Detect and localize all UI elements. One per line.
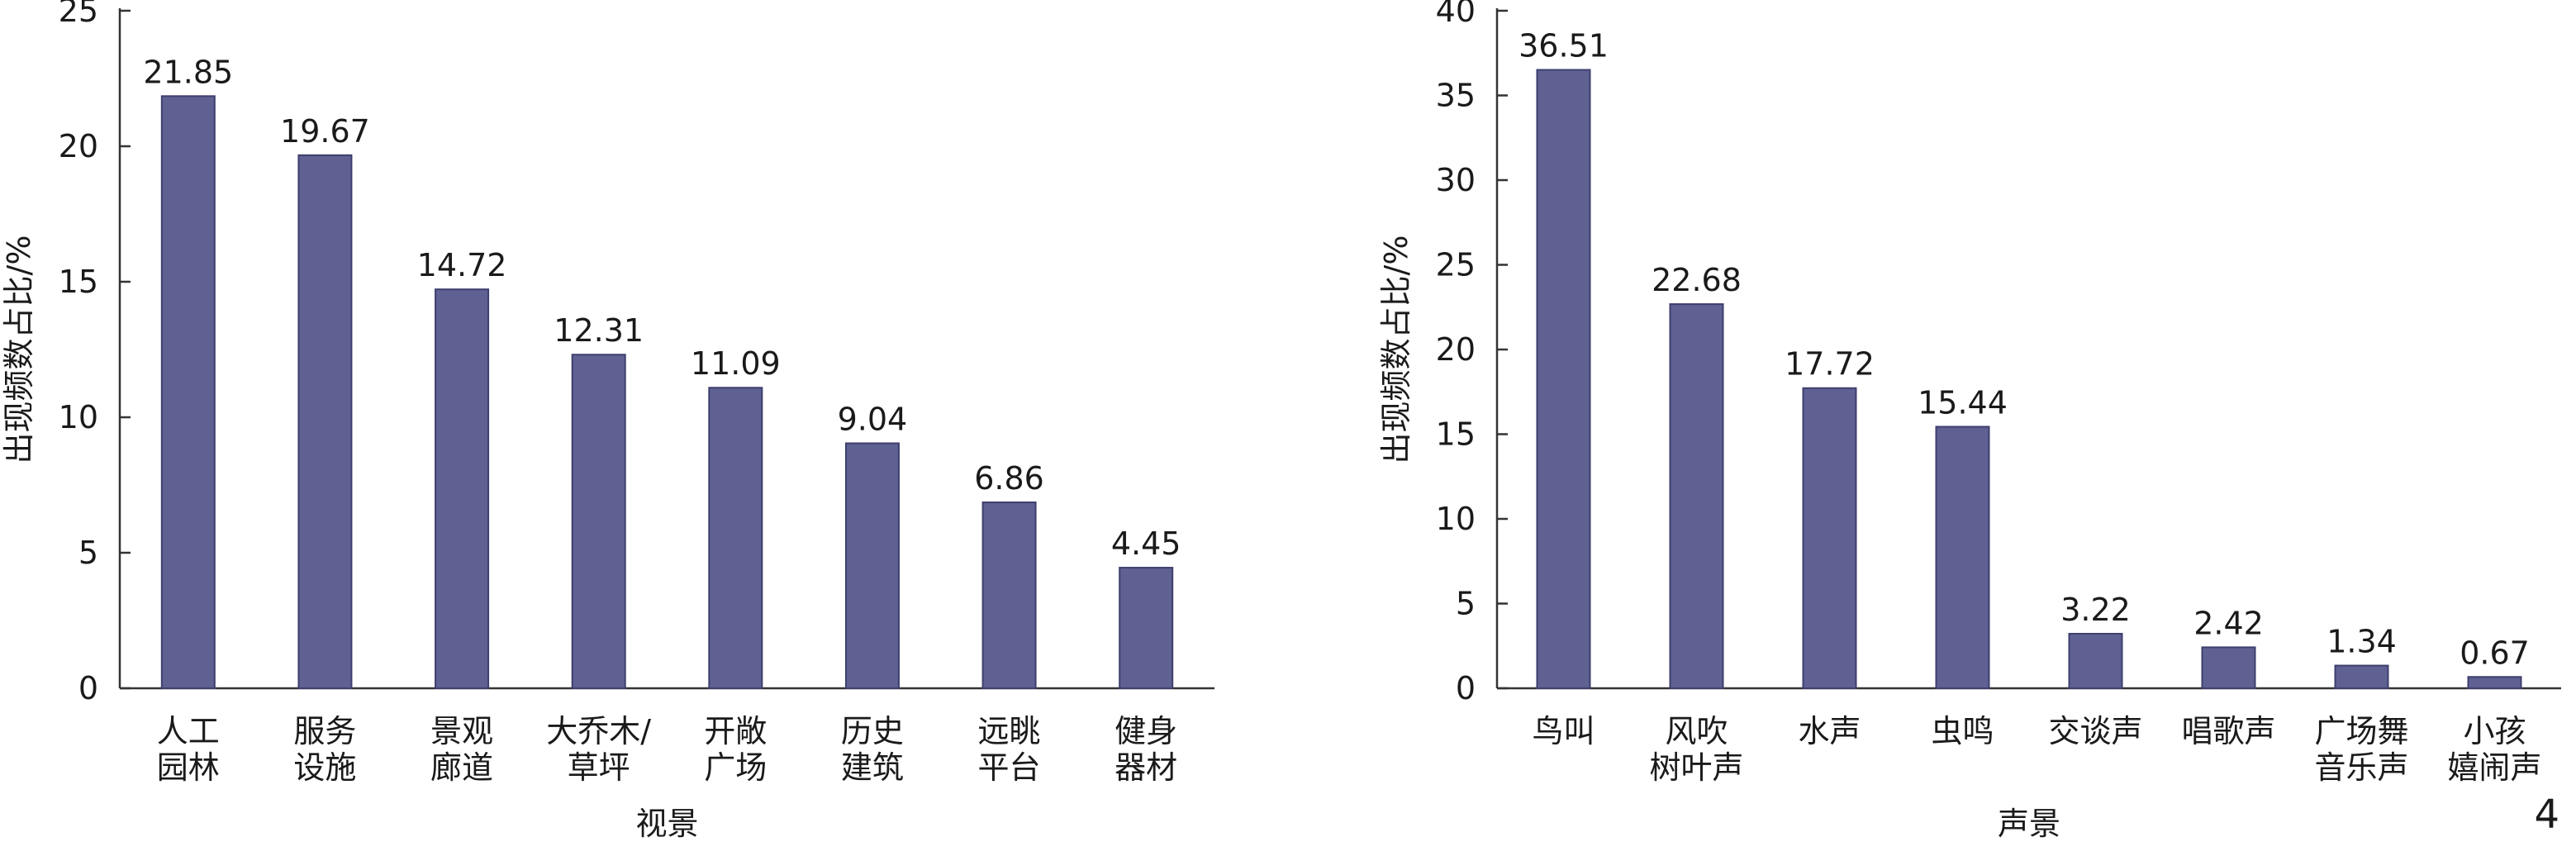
chart2-category-label: 广场舞	[2314, 713, 2408, 749]
chart1-bar	[297, 154, 353, 690]
chart2-y-tick-label: 30	[1436, 162, 1476, 198]
chart2-y-tick-label: 0	[1456, 670, 1476, 706]
chart2-value-label: 17.72	[1785, 346, 1875, 383]
chart1-value-label: 6.86	[974, 460, 1044, 497]
chart1-bar	[160, 95, 216, 689]
page-number: 4	[2534, 792, 2559, 838]
chart2-bar	[1536, 69, 1591, 690]
chart1-value-label: 11.09	[691, 345, 781, 382]
chart1-bar	[708, 387, 763, 689]
chart2-y-tick-label: 20	[1436, 331, 1476, 368]
chart1-category-label: 景观	[430, 713, 493, 749]
chart2-bar	[1935, 426, 1990, 689]
chart1-bar	[1119, 567, 1174, 689]
chart2-x-axis-title: 声景	[1998, 806, 2060, 842]
chart2-category-label: 鸟叫	[1532, 713, 1595, 749]
chart2-value-label: 2.42	[2193, 605, 2264, 641]
chart1-category-label: 器材	[1115, 749, 1177, 786]
chart1-value-label: 12.31	[554, 312, 644, 349]
chart2-y-axis-title: 出现频数占比/%	[1378, 235, 1414, 464]
chart2-bar	[1669, 303, 1724, 689]
chart1-bar	[844, 442, 900, 689]
chart2-value-label: 0.67	[2460, 635, 2530, 671]
chart1-category-label: 园林	[157, 749, 220, 786]
chart2-bar	[2467, 676, 2522, 690]
chart2-y-tick-label: 5	[1456, 586, 1476, 622]
chart1-category-label: 平台	[978, 749, 1041, 786]
chart2-y-tick-label: 35	[1436, 78, 1476, 114]
chart1-value-label: 4.45	[1111, 525, 1181, 562]
chart1-category-label: 建筑	[841, 749, 904, 786]
chart2-bar	[2334, 664, 2389, 690]
chart1-category-label: 设施	[293, 749, 356, 786]
chart2-category-label: 虫鸣	[1931, 713, 1994, 749]
chart2-bar	[2068, 632, 2123, 689]
chart2-y-tick-label: 15	[1436, 416, 1476, 453]
chart2-category-label: 水声	[1798, 713, 1861, 749]
chart2-category-label: 风吹	[1665, 713, 1728, 749]
chart1-y-tick-label: 0	[78, 670, 98, 706]
chart2-category-label: 树叶声	[1649, 749, 1743, 786]
chart2-category-label: 唱歌声	[2181, 713, 2275, 749]
chart1-category-label: 广场	[704, 749, 767, 786]
chart1-y-tick-label: 15	[59, 264, 98, 300]
chart2-y-tick-label: 10	[1436, 501, 1476, 537]
chart1-category-label: 草坪	[568, 749, 630, 786]
chart1-y-tick-label: 25	[59, 0, 98, 29]
chart1-value-label: 21.85	[143, 54, 233, 90]
chart2-y-tick-label: 25	[1436, 247, 1476, 283]
chart1-bar	[981, 501, 1037, 689]
chart2-bar	[1802, 387, 1857, 689]
chart2-value-label: 22.68	[1652, 262, 1742, 298]
chart2-value-label: 15.44	[1918, 384, 2008, 421]
chart2-y-tick-label: 40	[1436, 0, 1476, 29]
chart1-value-label: 14.72	[417, 247, 507, 283]
chart1-bar	[435, 288, 490, 689]
chart1-value-label: 9.04	[838, 401, 908, 437]
chart2-category-label: 嬉闹声	[2447, 749, 2541, 786]
chart1-y-tick-label: 5	[78, 535, 98, 571]
chart1-category-label: 远眺	[978, 713, 1041, 749]
chart2-bar	[2201, 646, 2256, 690]
chart1-category-label: 健身	[1115, 713, 1177, 749]
chart2-category-label: 交谈声	[2048, 713, 2142, 749]
chart2-value-label: 1.34	[2326, 624, 2397, 660]
chart1-category-label: 开敞	[704, 713, 767, 749]
chart1-y-tick-label: 20	[59, 128, 98, 164]
chart1-y-tick-label: 10	[59, 399, 98, 435]
chart1-category-label: 人工	[157, 713, 220, 749]
chart1-category-label: 大乔木/	[546, 713, 651, 749]
chart2-category-label: 小孩	[2463, 713, 2526, 749]
chart1-bar	[571, 354, 626, 689]
chart1-x-axis-title: 视景	[635, 806, 698, 842]
chart1-value-label: 19.67	[280, 113, 370, 150]
chart2-value-label: 3.22	[2060, 592, 2131, 628]
chart1-category-label: 廊道	[430, 749, 493, 786]
chart1-category-label: 历史	[841, 713, 904, 749]
chart2-category-label: 音乐声	[2314, 749, 2408, 786]
chart2-value-label: 36.51	[1519, 28, 1609, 64]
chart1-category-label: 服务	[293, 713, 356, 749]
chart1-y-axis-title: 出现频数占比/%	[1, 235, 37, 464]
